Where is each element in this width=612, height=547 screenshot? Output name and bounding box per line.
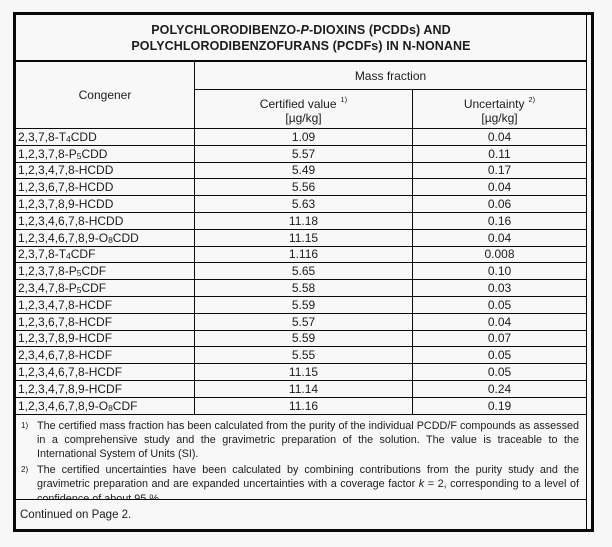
certified-value-cell: 5.55 bbox=[195, 347, 413, 364]
uncertainty-cell: 0.05 bbox=[487, 297, 512, 312]
footnote-1: 1) The certified mass fraction has been … bbox=[19, 419, 581, 462]
certified-value-cell: 5.59 bbox=[195, 330, 413, 347]
congener-cell: 2,3,7,8-T 4 CDD bbox=[16, 129, 195, 145]
certified-value-cell: 11.15 bbox=[195, 229, 413, 246]
uncertainty-cell: 0.03 bbox=[487, 281, 512, 296]
footnote-ref-1: 1) bbox=[340, 94, 348, 104]
continued-note: Continued on Page 2. bbox=[16, 499, 586, 529]
uncertainty-cell: 0.008 bbox=[484, 247, 515, 262]
table-title: POLYCHLORODIBENZO-P-DIOXINS (PCDDs) AND … bbox=[16, 15, 586, 62]
certified-value-cell: 11.14 bbox=[195, 380, 413, 397]
congener-cell: 1,2,3,4,7,8-HCDD bbox=[16, 162, 195, 179]
congener-cell: 1,2,3,4,6,7,8-HCDD bbox=[16, 212, 195, 229]
table-row: 1,2,3,7,8,9-HCDF 5.59 0.07 bbox=[16, 330, 586, 348]
table-row: 1,2,3,7,8-P 5 CDF 5.65 0.10 bbox=[16, 263, 586, 281]
certified-value-cell: 11.18 bbox=[195, 212, 413, 229]
uncertainty-cell: 0.17 bbox=[487, 163, 512, 178]
uncertainty-cell: 0.04 bbox=[487, 314, 512, 329]
congener-cell: 2,3,4,7,8-P 5 CDF bbox=[16, 280, 195, 296]
table-row: 1,2,3,4,6,7,8,9-O 8 CDF 11.16 0.19 bbox=[16, 397, 586, 415]
congener-cell: 1,2,3,4,7,8,9-HCDF bbox=[16, 380, 195, 397]
table-row: 1,2,3,4,6,7,8-HCDF 11.15 0.05 bbox=[16, 364, 586, 381]
uncertainty-cell: 0.07 bbox=[487, 331, 512, 346]
certified-value-cell: 5.63 bbox=[195, 196, 413, 212]
table-row: 1,2,3,6,7,8-HCDD 5.56 0.04 bbox=[16, 179, 586, 197]
table-row: 1,2,3,4,6,7,8-HCDD 11.18 0.16 bbox=[16, 212, 586, 230]
certificate-table: POLYCHLORODIBENZO-P-DIOXINS (PCDDs) AND … bbox=[16, 15, 587, 529]
uncertainty-unit: [µg/kg] bbox=[481, 110, 518, 125]
table-row: 2,3,4,7,8-P 5 CDF 5.58 0.03 bbox=[16, 280, 586, 297]
congener-cell: 1,2,3,4,6,7,8,9-O 8 CDD bbox=[16, 229, 195, 246]
certified-value-cell: 11.15 bbox=[195, 364, 413, 380]
congener-cell: 1,2,3,4,7,8-HCDF bbox=[16, 296, 195, 313]
congener-cell: 2,3,7,8-T 4 CDF bbox=[16, 246, 195, 263]
table-row: 1,2,3,7,8,9-HCDD 5.63 0.06 bbox=[16, 196, 586, 213]
mass-fraction-group: Mass fraction Certified value 1) [µg/kg] … bbox=[195, 62, 586, 128]
footnote-1-marker: 1) bbox=[21, 420, 29, 430]
footnote-ref-2: 2) bbox=[528, 94, 536, 104]
footnote-2-text: The certified uncertainties have been ca… bbox=[37, 463, 579, 499]
title-line-1-post: -DIOXINS (PCDDs) AND bbox=[308, 22, 451, 37]
congener-cell: 1,2,3,7,8,9-HCDF bbox=[16, 330, 195, 347]
congener-cell: 2,3,4,6,7,8-HCDF bbox=[16, 347, 195, 364]
uncertainty-cell: 0.16 bbox=[487, 213, 512, 228]
certified-value-cell: 11.16 bbox=[195, 397, 413, 414]
certified-value-cell: 5.58 bbox=[195, 280, 413, 296]
title-line-1: POLYCHLORODIBENZO-P-DIOXINS (PCDDs) AND bbox=[151, 22, 451, 38]
congener-cell: 1,2,3,6,7,8-HCDD bbox=[16, 179, 195, 196]
uncertainty-cell: 0.19 bbox=[487, 398, 512, 413]
congener-cell: 1,2,3,7,8-P 5 CDD bbox=[16, 145, 195, 162]
footnote-1-text: The certified mass fraction has been cal… bbox=[37, 419, 579, 461]
uncertainty-cell: 0.10 bbox=[487, 264, 512, 279]
certified-value-cell: 1.09 bbox=[195, 129, 413, 145]
table-row: 2,3,7,8-T 4 CDF 1.116 0.008 bbox=[16, 246, 586, 264]
uncertainty-cell: 0.05 bbox=[487, 348, 512, 363]
certificate-table-frame: POLYCHLORODIBENZO-P-DIOXINS (PCDDs) AND … bbox=[13, 12, 594, 532]
certified-value-cell: 5.56 bbox=[195, 179, 413, 196]
certified-value-cell: 1.116 bbox=[195, 246, 413, 263]
title-line-1-pre: POLYCHLORODIBENZO- bbox=[151, 22, 301, 37]
uncertainty-cell: 0.24 bbox=[487, 381, 512, 396]
table-row: 1,2,3,7,8-P 5 CDD 5.57 0.11 bbox=[16, 145, 586, 163]
footnote-2: 2) The certified uncertainties have been… bbox=[19, 463, 581, 499]
congener-column-header: Congener bbox=[16, 62, 195, 128]
table-row: 2,3,4,6,7,8-HCDF 5.55 0.05 bbox=[16, 347, 586, 365]
footnote-2-marker: 2) bbox=[21, 464, 29, 474]
table-row: 1,2,3,4,6,7,8,9-O 8 CDD 11.15 0.04 bbox=[16, 229, 586, 247]
sub-headers: Certified value 1) [µg/kg] Uncertainty 2) … bbox=[195, 90, 586, 128]
congener-cell: 1,2,3,7,8,9-HCDD bbox=[16, 196, 195, 212]
uncertainty-cell: 0.04 bbox=[487, 230, 512, 245]
uncertainty-cell: 0.11 bbox=[488, 146, 511, 161]
uncertainty-cell: 0.05 bbox=[487, 365, 512, 380]
table-row: 2,3,7,8-T 4 CDD 1.09 0.04 bbox=[16, 129, 586, 146]
certified-value-header: Certified value 1) [µg/kg] bbox=[195, 90, 413, 128]
table-row: 1,2,3,4,7,8-HCDF 5.59 0.05 bbox=[16, 296, 586, 314]
certified-value-cell: 5.57 bbox=[195, 145, 413, 162]
uncertainty-cell: 0.04 bbox=[487, 129, 512, 144]
certified-value-unit: [µg/kg] bbox=[285, 110, 322, 125]
table-row: 1,2,3,4,7,8-HCDD 5.49 0.17 bbox=[16, 162, 586, 180]
table-row: 1,2,3,4,7,8,9-HCDF 11.14 0.24 bbox=[16, 380, 586, 398]
certified-value-label: Certified value 1) bbox=[259, 94, 348, 111]
congener-cell: 1,2,3,6,7,8-HCDF bbox=[16, 313, 195, 330]
uncertainty-cell: 0.06 bbox=[487, 197, 512, 212]
title-line-1-italic-p: P bbox=[300, 22, 309, 37]
certified-value-cell: 5.49 bbox=[195, 162, 413, 179]
footnotes-section: 1) The certified mass fraction has been … bbox=[16, 415, 586, 499]
certified-value-cell: 5.57 bbox=[195, 313, 413, 330]
mass-fraction-header: Mass fraction bbox=[195, 62, 586, 90]
uncertainty-cell: 0.04 bbox=[487, 180, 512, 195]
coverage-factor-k: k bbox=[418, 478, 425, 491]
uncertainty-header: Uncertainty 2) [µg/kg] bbox=[413, 90, 586, 128]
title-line-2: POLYCHLORODIBENZOFURANS (PCDFs) IN N-NON… bbox=[131, 38, 471, 53]
table-row: 1,2,3,6,7,8-HCDF 5.57 0.04 bbox=[16, 313, 586, 331]
table-body: 2,3,7,8-T 4 CDD 1.09 0.04 1,2,3,7,8-P 5 CDD … bbox=[16, 129, 586, 415]
uncertainty-label: Uncertainty 2) bbox=[463, 94, 536, 111]
table-header: Congener Mass fraction Certified value 1)… bbox=[16, 62, 586, 129]
certified-value-cell: 5.59 bbox=[195, 296, 413, 313]
congener-cell: 1,2,3,7,8-P 5 CDF bbox=[16, 263, 195, 280]
certified-value-cell: 5.65 bbox=[195, 263, 413, 280]
congener-cell: 1,2,3,4,6,7,8,9-O 8 CDF bbox=[16, 397, 195, 414]
congener-cell: 1,2,3,4,6,7,8-HCDF bbox=[16, 364, 195, 380]
